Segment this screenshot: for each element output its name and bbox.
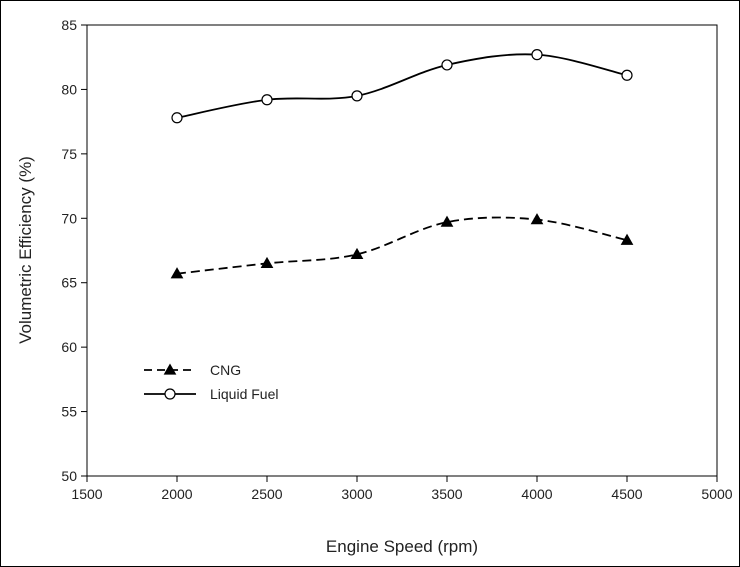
y-axis-title: Volumetric Efficiency (%) <box>16 156 35 344</box>
data-point <box>621 69 633 81</box>
x-tick-label: 3500 <box>431 486 462 502</box>
series-group <box>170 49 634 279</box>
x-tick-label: 4000 <box>521 486 552 502</box>
series-line <box>176 216 628 275</box>
y-tick-label: 50 <box>61 468 77 484</box>
data-point <box>260 256 274 269</box>
x-axis-title: Engine Speed (rpm) <box>326 537 478 556</box>
data-point <box>441 59 453 71</box>
x-tick-label: 3000 <box>341 486 372 502</box>
series-1 <box>171 49 633 124</box>
y-tick-label: 80 <box>61 81 77 97</box>
y-tick-label: 65 <box>61 275 77 291</box>
data-point <box>530 213 544 225</box>
x-tick-label: 2500 <box>251 486 282 502</box>
legend-label: CNG <box>210 362 241 378</box>
legend-label: Liquid Fuel <box>210 386 279 402</box>
data-point <box>620 233 634 245</box>
x-tick-label: 5000 <box>701 486 732 502</box>
y-tick-label: 85 <box>61 17 77 33</box>
plot-area <box>86 24 718 477</box>
data-point <box>351 90 363 102</box>
y-tick-label: 70 <box>61 210 77 226</box>
series-line <box>176 53 628 119</box>
series-0 <box>170 213 634 279</box>
x-tick-label: 1500 <box>71 486 102 502</box>
legend: CNG Liquid Fuel <box>144 362 279 402</box>
data-point <box>531 49 543 61</box>
legend-marker <box>164 388 176 400</box>
data-point <box>350 247 364 259</box>
y-tick-label: 75 <box>61 146 77 162</box>
y-tick-label: 60 <box>61 339 77 355</box>
x-tick-label: 2000 <box>161 486 192 502</box>
data-point <box>261 94 273 106</box>
legend-item: Liquid Fuel <box>144 386 279 402</box>
legend-item: CNG <box>144 362 241 378</box>
x-tick-label: 4500 <box>611 486 642 502</box>
data-point <box>170 267 184 279</box>
data-point <box>440 215 454 227</box>
legend-marker <box>163 363 177 375</box>
tick-group: 1500 2000 2500 3000 3500 4000 4500 5000 50 55 60 65… <box>61 17 732 502</box>
data-point <box>171 112 183 124</box>
y-tick-label: 55 <box>61 404 77 420</box>
